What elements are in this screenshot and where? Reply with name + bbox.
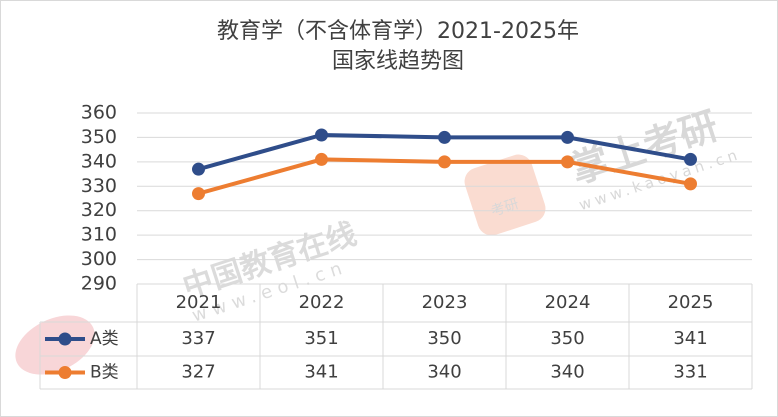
chart-subtitle: 国家线趋势图: [332, 49, 464, 74]
chart-title: 教育学（不含体育学）2021-2025年: [217, 19, 579, 44]
x-tick-label: 2023: [422, 292, 468, 313]
table-value: 340: [427, 362, 461, 383]
y-tick-label: 320: [81, 199, 117, 221]
x-tick-label: 2021: [176, 292, 222, 313]
x-tick-label: 2022: [299, 292, 345, 313]
y-tick-label: 350: [81, 126, 117, 148]
x-tick-label: 2025: [668, 292, 714, 313]
y-tick-label: 340: [81, 150, 117, 172]
legend-label: B类: [90, 363, 119, 383]
table-value: 337: [181, 328, 215, 349]
y-tick-label: 330: [81, 175, 117, 197]
point: [315, 152, 328, 166]
point: [192, 187, 205, 201]
table-value: 331: [673, 362, 707, 383]
table-value: 341: [304, 362, 338, 383]
point: [684, 152, 697, 166]
y-tick-label: 360: [81, 102, 117, 124]
x-tick-label: 2024: [545, 292, 591, 313]
y-tick-label: 290: [81, 273, 117, 295]
point: [192, 162, 205, 176]
table-value: 341: [673, 328, 707, 349]
point: [561, 155, 574, 169]
watermark-logo: [15, 315, 95, 375]
point: [561, 130, 574, 144]
point: [315, 128, 328, 142]
point: [438, 130, 451, 144]
legend-marker: [58, 366, 72, 379]
point: [684, 177, 697, 191]
y-tick-label: 310: [81, 224, 117, 246]
legend-marker: [58, 332, 72, 346]
watermark-logo: [464, 154, 546, 236]
table-value: 327: [181, 362, 215, 383]
table-value: 351: [304, 328, 338, 349]
table-value: 340: [550, 362, 584, 383]
legend-label: A类: [90, 329, 119, 349]
table-value: 350: [550, 328, 584, 349]
y-tick-label: 300: [81, 248, 117, 270]
table-value: 350: [427, 328, 461, 349]
point: [438, 155, 451, 169]
